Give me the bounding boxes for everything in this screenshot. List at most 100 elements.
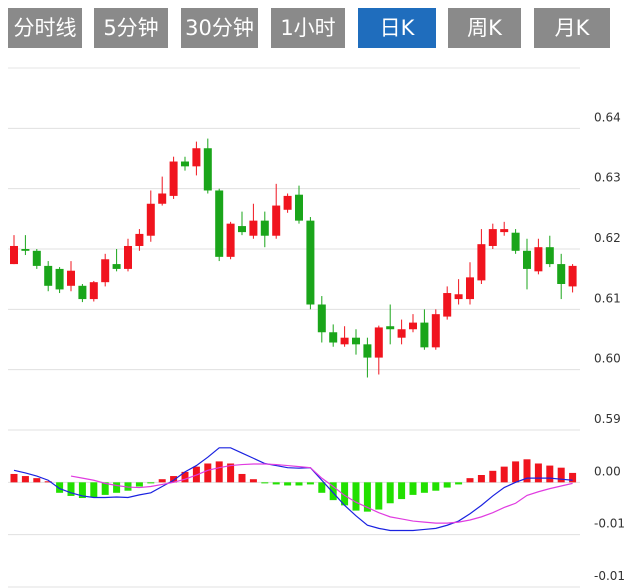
macd-bar [512,461,520,483]
candle-body [272,205,281,236]
candle-body [443,293,452,317]
candle-body [317,304,326,333]
candle-body [146,203,155,236]
macd-bar [420,482,428,493]
macd-bar [21,476,29,483]
candle-body [306,220,315,305]
macd-bar [238,473,246,483]
period-tab[interactable]: 日K [358,8,436,48]
y-tick-label: 0.62 [594,231,621,245]
macd-bar [249,479,257,483]
candle-body [295,194,303,221]
y-tick-label: 0.00 [594,464,621,478]
candle-body [488,229,497,246]
macd-bar [386,482,394,504]
macd-bar [363,482,371,512]
candle-body [431,314,440,348]
candle-body [55,268,64,290]
candle-body [203,148,212,191]
dea-line [70,463,573,524]
macd-bar [90,482,98,497]
candle-body [545,247,554,265]
macd-bar [534,463,542,483]
macd-bar [67,482,75,496]
macd-bar [44,481,52,483]
candle-body [568,265,577,287]
candle-body [477,244,486,281]
period-tabs: 分时线 5分钟 30分钟 1小时 日K 周K 月K [0,0,629,56]
candle-body [363,344,372,358]
candle-body [135,233,144,246]
candle-body [466,277,474,300]
candle-body [329,332,338,343]
candle-body [500,229,509,233]
candle-body [192,148,201,167]
macd-bar [306,482,314,485]
macd-bar [78,482,86,499]
y-tick-label: 0.60 [594,352,621,366]
candle-body [89,282,98,300]
macd-bar [170,476,178,483]
candle-body [101,259,110,283]
candle-body [158,193,167,204]
candle-body [249,220,258,236]
macd-bar [409,482,417,495]
macd-bar [272,482,280,485]
candle-body [534,247,543,272]
macd-bar [443,482,451,488]
period-tab[interactable]: 5分钟 [94,8,168,48]
candle-body [260,220,269,236]
candle-body [238,226,246,233]
macd-bar [352,482,360,511]
macd-bar [569,472,577,483]
candle-body [78,285,87,300]
period-tab[interactable]: 1小时 [271,8,345,48]
period-tab[interactable]: 周K [448,8,521,48]
candle-body [124,245,132,269]
y-tick-label: 0.59 [594,412,621,426]
candle-body [386,326,395,330]
macd-bar [33,478,41,483]
y-tick-label: 0.63 [594,171,621,185]
period-tab[interactable]: 月K [534,8,610,48]
macd-bar [398,482,406,500]
macd-bar [329,482,337,501]
macd-bar [295,482,303,486]
macd-bar [546,465,554,483]
macd-bar [489,470,497,483]
period-tab[interactable]: 分时线 [8,8,82,48]
period-tab[interactable]: 30分钟 [181,8,258,48]
candle-body [352,337,360,345]
macd-bar [158,479,166,483]
macd-bar [557,467,565,483]
y-tick-label: 0.64 [594,110,621,124]
candle-body [409,322,417,330]
macd-bar [523,459,531,483]
candle-body [340,337,349,345]
candle-body [67,270,75,286]
candle-body [226,223,235,257]
candle-body [10,245,18,265]
candle-body [181,161,189,167]
macd-bar [113,482,121,493]
macd-bar [284,482,292,486]
candle-body [523,250,531,269]
candle-body [397,329,406,338]
macd-bar [56,482,64,493]
dif-line [13,447,573,532]
macd-bar [181,471,189,483]
candle-body [21,249,30,251]
y-tick-label: -0.01 [594,517,625,531]
macd-bar [101,482,109,495]
macd-bar [215,461,223,483]
macd-bar [10,473,18,483]
candle-body [374,327,383,358]
candle-body [215,190,224,257]
y-tick-label: 0.61 [594,291,621,305]
macd-bar [500,466,508,483]
candle-body [420,322,429,348]
macd-bar [261,482,269,484]
macd-bar [375,482,383,510]
